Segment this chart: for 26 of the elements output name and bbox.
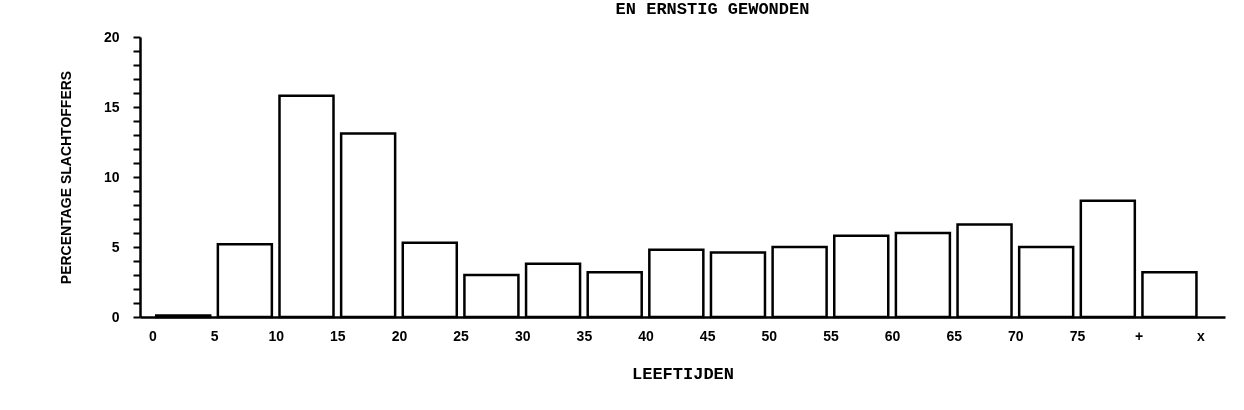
y-tick-label: 20 <box>103 28 120 45</box>
x-tick-label: 15 <box>330 327 346 344</box>
x-axis-title: LEEFTIJDEN <box>631 364 735 384</box>
x-tick-label: 30 <box>514 327 531 344</box>
y-tick-label: 5 <box>111 238 120 255</box>
x-tick-label: 5 <box>210 327 219 344</box>
y-axis-title: PERCENTAGE SLACHTOFFERS <box>57 70 74 285</box>
x-tick-label: 50 <box>761 327 778 344</box>
x-tick-label: 55 <box>823 327 839 344</box>
x-tick-label: 60 <box>884 327 901 344</box>
x-tick-label: 10 <box>268 327 285 344</box>
x-tick-label: + <box>1135 327 1144 344</box>
x-tick-label: 65 <box>946 327 963 344</box>
x-tick-label: 45 <box>699 327 716 344</box>
x-tick-label: x <box>1196 327 1205 344</box>
chart-title: EN ERNSTIG GEWONDEN <box>615 0 810 19</box>
x-tick-label: 0 <box>149 327 157 344</box>
y-tick-label: 15 <box>103 98 120 115</box>
y-tick-label: 10 <box>103 168 120 185</box>
x-tick-label: 35 <box>576 327 593 344</box>
x-tick-label: 75 <box>1069 327 1086 344</box>
x-tick-label: 20 <box>391 327 408 344</box>
x-tick-label: 40 <box>638 327 655 344</box>
x-tick-label: 25 <box>453 327 470 344</box>
y-tick-label: 0 <box>111 308 120 325</box>
x-tick-label: 70 <box>1008 327 1024 344</box>
